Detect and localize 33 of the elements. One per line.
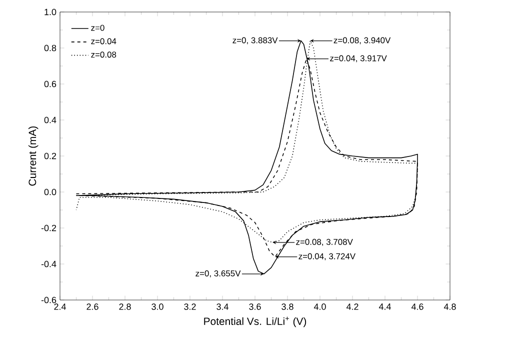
x-tick-label: 3.8	[282, 304, 294, 310]
x-tick-label: 4.6	[411, 304, 424, 310]
x-tick-label: 3.6	[249, 304, 261, 310]
annotation: z=0.04, 3.917V	[330, 55, 387, 62]
x-tick-label: 4.2	[346, 304, 358, 310]
annotation: z=0, 3.655V	[196, 270, 241, 278]
y-tick-label: -0.4	[41, 260, 56, 268]
legend-label: z=0.08	[91, 52, 116, 58]
x-tick-label: 3.0	[152, 304, 164, 310]
x-tick-label: 3.2	[184, 304, 196, 310]
x-tick-label: 4.8	[444, 304, 456, 310]
x-tick-label: 2.4	[54, 304, 66, 310]
annotation: z=0, 3.883V	[232, 37, 278, 44]
x-tick-label: 2.6	[86, 304, 98, 310]
y-tick-label: 0.6	[44, 80, 56, 88]
y-tick-label: 0.8	[44, 44, 56, 52]
x-tick-label: 4.4	[378, 304, 391, 310]
y-tick-label: 0.4	[44, 116, 56, 124]
x-tick-label: 2.8	[119, 304, 131, 310]
annotation: z=0.08, 3.940V	[334, 37, 391, 44]
x-tick-label: 3.4	[216, 304, 228, 310]
legend-label: z=0.04	[91, 38, 116, 44]
legend-label: z=0	[91, 24, 104, 31]
y-tick-label: -0.2	[41, 224, 56, 232]
y-tick-label: 1.0	[44, 8, 56, 16]
x-tick-label: 4.0	[314, 304, 326, 310]
y-tick-label: 0.2	[44, 152, 56, 160]
y-tick-label: -0.6	[41, 296, 56, 304]
x-axis-title: Potential Vs. Li/Li$^{+}$ (V)	[204, 316, 306, 328]
y-tick-label: 0.0	[44, 188, 56, 196]
annotation: z=0.08, 3.708V	[296, 238, 353, 246]
annotation: z=0.04, 3.724V	[298, 253, 356, 260]
y-axis-title: Current (mA)	[28, 126, 38, 186]
